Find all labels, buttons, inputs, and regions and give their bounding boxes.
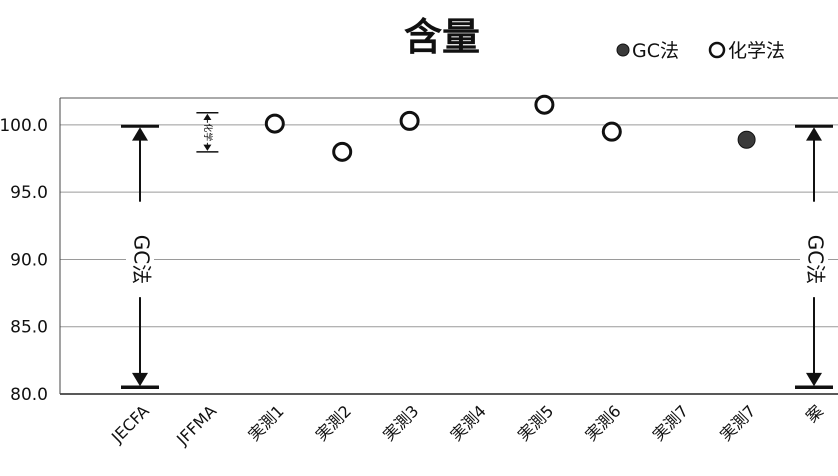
y-tick-label: 95.0 — [10, 183, 48, 203]
x-tick-label: 実測6 — [581, 401, 624, 444]
range-arrow-up — [203, 113, 212, 120]
y-tick-label: 80.0 — [10, 385, 48, 405]
x-tick-label: 実測2 — [312, 401, 355, 444]
gc-data-point — [737, 130, 756, 149]
range-label-background — [126, 201, 154, 298]
x-tick-label: JECFA — [107, 401, 153, 447]
range-label: GC法 — [130, 235, 154, 284]
range-arrow-up — [806, 127, 822, 141]
range-arrow-up — [132, 127, 148, 141]
range-label-background — [800, 201, 828, 298]
chem-data-point — [332, 141, 353, 162]
range-label: 化学 — [202, 123, 214, 141]
legend: GC法 化学法 — [616, 40, 785, 62]
x-tick-label: 実測7 — [716, 401, 759, 444]
legend-gc-marker — [616, 43, 630, 57]
x-tick-label: JFFMA — [172, 401, 220, 449]
chem-data-point — [534, 94, 555, 115]
x-tick-label: 実測7 — [649, 401, 692, 444]
y-tick-label: 100.0 — [0, 116, 48, 136]
chem-data-point — [399, 110, 420, 131]
range-label: GC法 — [804, 235, 828, 284]
x-tick-label: 実測1 — [244, 401, 287, 444]
y-tick-label: 90.0 — [10, 250, 48, 270]
x-tick-label: 案 — [802, 401, 827, 426]
chart-title: 含量 — [404, 15, 480, 59]
range-arrow-down — [203, 144, 212, 151]
legend-chem-label: 化学法 — [728, 40, 785, 62]
chem-data-point — [601, 121, 622, 142]
range-arrow-down — [806, 372, 822, 387]
chem-data-point — [264, 113, 285, 134]
legend-gc-label: GC法 — [632, 40, 679, 62]
x-tick-label: 実測5 — [514, 401, 557, 444]
x-tick-label: 実測4 — [447, 401, 490, 444]
x-tick-label: 実測3 — [379, 401, 422, 444]
y-tick-label: 85.0 — [10, 318, 48, 338]
legend-chem-marker — [708, 41, 726, 59]
range-arrow-down — [132, 372, 148, 387]
